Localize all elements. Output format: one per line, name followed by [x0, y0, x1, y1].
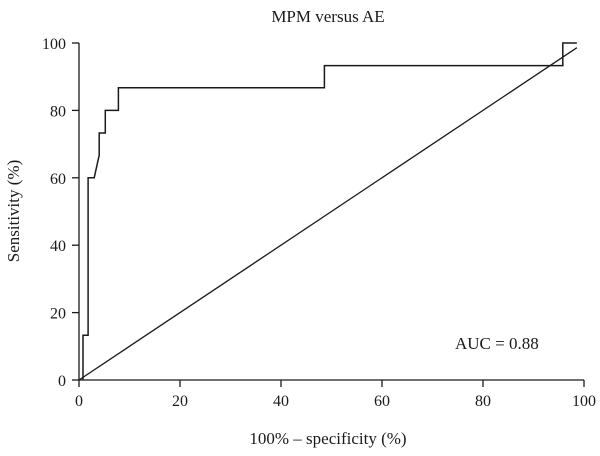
y-axis-label: Sensitivity (%): [4, 160, 23, 262]
y-tick-label: 60: [50, 171, 66, 188]
y-tick-label: 20: [50, 306, 66, 323]
y-tick-label: 100: [42, 36, 66, 53]
roc-curve: [82, 42, 577, 380]
plot-area: [78, 42, 578, 381]
auc-annotation: AUC = 0.88: [455, 334, 539, 353]
x-tick-label: 100: [572, 393, 596, 410]
chart-title: MPM versus AE: [271, 7, 384, 26]
x-tick-label: 80: [475, 393, 491, 410]
axes: 0 20 40 60 80 100 0 20 40 60 80 100: [42, 36, 596, 410]
reference-line: [78, 47, 578, 381]
y-tick-label: 80: [50, 103, 66, 120]
x-axis-label: 100% – specificity (%): [249, 429, 406, 448]
y-tick-label: 40: [50, 238, 66, 255]
x-tick-label: 40: [273, 393, 289, 410]
x-tick-label: 60: [374, 393, 390, 410]
x-tick-label: 0: [75, 393, 83, 410]
y-tick-label: 0: [58, 373, 66, 390]
x-tick-label: 20: [172, 393, 188, 410]
